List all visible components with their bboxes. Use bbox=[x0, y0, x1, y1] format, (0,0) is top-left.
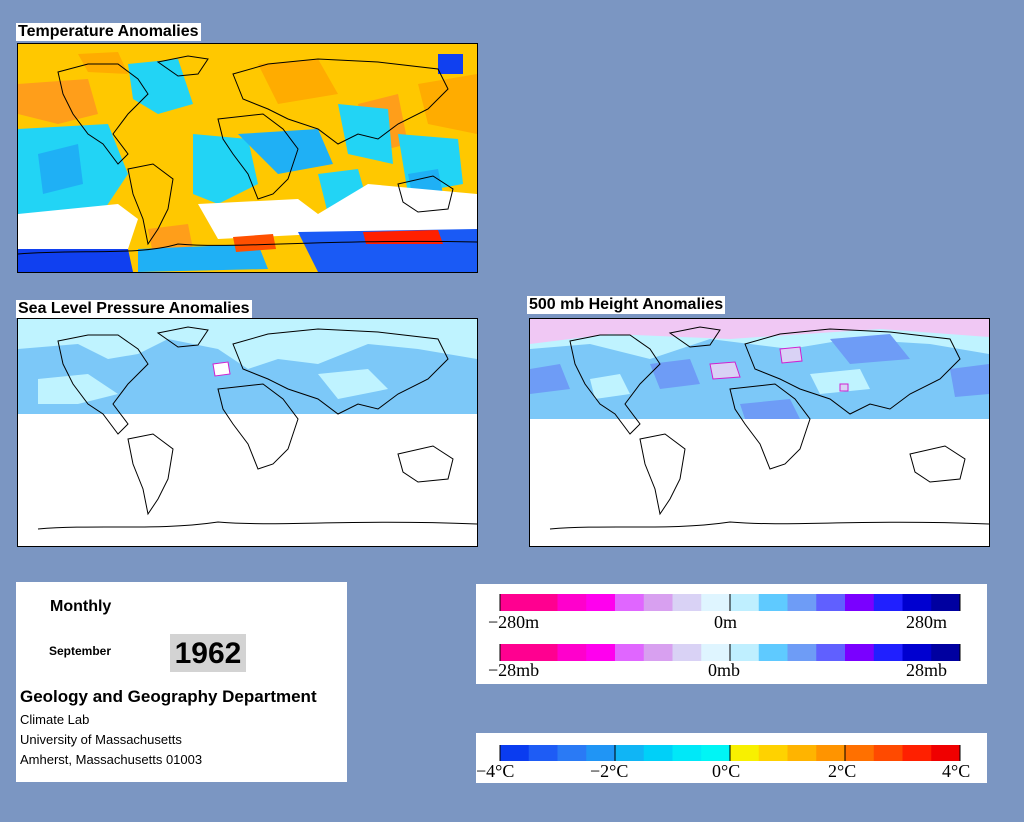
height-colorbar bbox=[499, 594, 961, 611]
temp-legend-label-1: −4°C bbox=[476, 761, 515, 781]
pressure-legend-center-label: 0mb bbox=[708, 660, 741, 680]
temperature-legend-swatch bbox=[701, 745, 731, 761]
height-legend-swatch bbox=[615, 594, 645, 611]
height-legend-swatch bbox=[902, 594, 932, 611]
height-legend-swatch bbox=[845, 594, 875, 611]
height-legend-right-label: 280m bbox=[906, 612, 948, 632]
university-name: University of Massachusetts bbox=[20, 732, 182, 747]
height-legend-swatch bbox=[500, 594, 530, 611]
pressure-legend-swatch bbox=[787, 644, 817, 661]
pressure-legend-left-label: −28mb bbox=[488, 660, 540, 680]
temperature-legend-swatch bbox=[643, 745, 673, 761]
temperature-legend-swatch bbox=[758, 745, 788, 761]
height-legend-left-label: −280m bbox=[488, 612, 540, 632]
height-legend-swatch bbox=[873, 594, 903, 611]
height-legend-swatch bbox=[643, 594, 673, 611]
temperature-legend-swatch bbox=[586, 745, 616, 761]
temperature-map-title: Temperature Anomalies bbox=[16, 23, 201, 41]
pressure-legend-swatch bbox=[557, 644, 587, 661]
slp-map-title: Sea Level Pressure Anomalies bbox=[16, 300, 252, 318]
department-name: Geology and Geography Department bbox=[20, 687, 317, 706]
height500-map-title: 500 mb Height Anomalies bbox=[527, 296, 726, 314]
lab-name: Climate Lab bbox=[20, 712, 90, 727]
period-label: Monthly bbox=[50, 598, 112, 615]
pressure-legend-right-label: 28mb bbox=[906, 660, 948, 680]
pressure-legend-swatch bbox=[873, 644, 903, 661]
temperature-legend-swatch bbox=[845, 745, 875, 761]
height500-anomaly-map bbox=[529, 318, 990, 547]
height-legend-center-label: 0m bbox=[714, 612, 738, 632]
pressure-legend-swatch bbox=[931, 644, 961, 661]
temperature-colorbar-svg bbox=[499, 745, 961, 761]
height-legend-swatch bbox=[557, 594, 587, 611]
slp-anomaly-map bbox=[17, 318, 478, 547]
pressure-legend-swatch bbox=[701, 644, 731, 661]
pressure-legend-swatch bbox=[845, 644, 875, 661]
pressure-colorbar bbox=[499, 644, 961, 661]
month-label: September bbox=[49, 644, 112, 658]
pressure-legend-swatch bbox=[615, 644, 645, 661]
temperature-anomaly-map bbox=[17, 43, 478, 273]
height-pressure-legend: −280m 0m 280m −28mb 0mb 28mb bbox=[476, 584, 987, 684]
height-legend-swatch bbox=[528, 594, 558, 611]
temperature-legend-swatch bbox=[500, 745, 530, 761]
height-legend-swatch bbox=[931, 594, 961, 611]
height-legend-swatch bbox=[758, 594, 788, 611]
pressure-legend-swatch bbox=[730, 644, 760, 661]
temperature-legend-swatch bbox=[672, 745, 702, 761]
temp-legend-label-5: 4°C bbox=[942, 761, 971, 781]
address-line: Amherst, Massachusetts 01003 bbox=[20, 752, 203, 767]
height-legend-swatch bbox=[586, 594, 616, 611]
temperature-legend-swatch bbox=[816, 745, 846, 761]
temp-legend-label-3: 0°C bbox=[712, 761, 741, 781]
height-legend-swatch bbox=[816, 594, 846, 611]
temperature-legend-swatch bbox=[787, 745, 817, 761]
temperature-legend-swatch bbox=[730, 745, 760, 761]
pressure-legend-swatch bbox=[816, 644, 846, 661]
temperature-legend-swatch bbox=[931, 745, 961, 761]
pressure-legend-swatch bbox=[643, 644, 673, 661]
height-pressure-colorbars bbox=[499, 594, 961, 661]
height-legend-swatch bbox=[672, 594, 702, 611]
temperature-legend-swatch bbox=[615, 745, 645, 761]
year-display: 1962 bbox=[170, 634, 246, 672]
temperature-legend: −4°C −2°C 0°C 2°C 4°C bbox=[476, 733, 987, 783]
pressure-legend-swatch bbox=[902, 644, 932, 661]
temp-legend-label-2: −2°C bbox=[590, 761, 629, 781]
temperature-legend-swatch bbox=[557, 745, 587, 761]
temp-legend-label-4: 2°C bbox=[828, 761, 857, 781]
pressure-legend-swatch bbox=[758, 644, 788, 661]
temperature-colorbar bbox=[499, 745, 961, 761]
temperature-legend-swatch bbox=[528, 745, 558, 761]
temperature-legend-swatch bbox=[902, 745, 932, 761]
height-legend-swatch bbox=[787, 594, 817, 611]
info-panel: Monthly September 1962 Geology and Geogr… bbox=[16, 582, 347, 782]
pressure-legend-swatch bbox=[672, 644, 702, 661]
temperature-legend-swatch bbox=[873, 745, 903, 761]
height-legend-swatch bbox=[701, 594, 731, 611]
pressure-legend-swatch bbox=[586, 644, 616, 661]
height-legend-swatch bbox=[730, 594, 760, 611]
pressure-legend-swatch bbox=[500, 644, 530, 661]
pressure-legend-swatch bbox=[528, 644, 558, 661]
